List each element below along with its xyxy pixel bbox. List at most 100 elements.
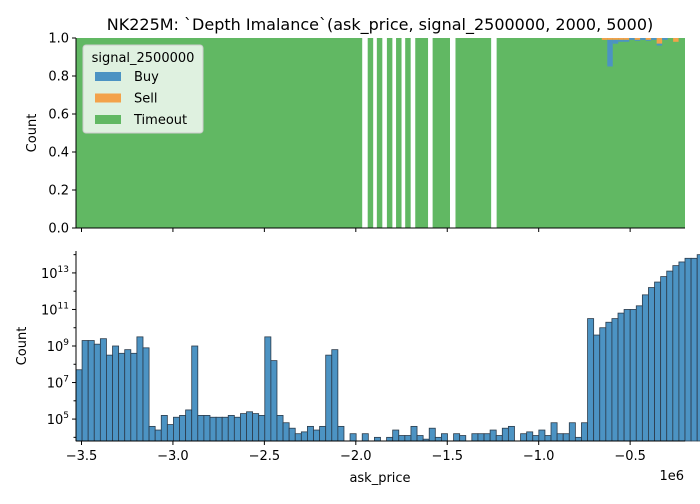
histogram-bar bbox=[246, 411, 254, 442]
y-tick-label: 0.4 bbox=[48, 146, 69, 161]
histogram-bar bbox=[307, 425, 314, 442]
x-tick-label: −1.0 bbox=[523, 449, 555, 464]
histogram-bar bbox=[112, 345, 120, 442]
sell-bar bbox=[607, 38, 613, 40]
histogram-bar bbox=[386, 436, 394, 442]
histogram-bar bbox=[648, 287, 655, 442]
timeout-bar bbox=[376, 38, 383, 228]
histogram-bar bbox=[629, 309, 637, 442]
histogram-bar bbox=[641, 294, 649, 442]
histogram-bar bbox=[75, 369, 83, 442]
histogram-bar bbox=[623, 309, 631, 442]
histogram-bar bbox=[477, 433, 485, 442]
legend-entry: Buy bbox=[134, 70, 159, 85]
y-tick-label: 1.0 bbox=[48, 32, 69, 47]
histogram-bar bbox=[136, 336, 144, 442]
histogram-bar bbox=[185, 409, 193, 442]
histogram-bar bbox=[191, 345, 199, 442]
buy-bar bbox=[607, 39, 613, 67]
histogram-bar bbox=[404, 435, 412, 442]
histogram-bar bbox=[471, 433, 479, 442]
histogram-bar bbox=[148, 425, 156, 442]
x-offset-label: 1e6 bbox=[659, 469, 684, 484]
legend-box bbox=[82, 44, 204, 134]
timeout-bar bbox=[396, 38, 402, 228]
legend-swatch bbox=[95, 72, 121, 81]
buy-bar bbox=[618, 39, 624, 42]
top-proportion-panel bbox=[76, 38, 685, 228]
histogram-bar bbox=[617, 312, 625, 442]
histogram-bar bbox=[166, 424, 174, 442]
histogram-bar bbox=[252, 413, 260, 442]
histogram-bar bbox=[453, 433, 461, 442]
y-axis-label: Count bbox=[15, 327, 30, 366]
x-tick-label: −1.5 bbox=[431, 449, 463, 464]
histogram-bar bbox=[599, 327, 607, 442]
histogram-bar bbox=[215, 416, 223, 442]
x-tick-label: −3.0 bbox=[157, 449, 189, 464]
histogram-bar bbox=[392, 429, 400, 442]
y-tick-label: 1013 bbox=[41, 265, 69, 282]
histogram-bar bbox=[233, 416, 241, 442]
legend-swatch bbox=[95, 115, 121, 124]
histogram-bar bbox=[240, 413, 247, 442]
top-axes: 0.0 0.2 0.4 0.6 0.8 1.0 Count bbox=[25, 32, 685, 237]
buy-bar bbox=[662, 38, 668, 40]
histogram-bar bbox=[672, 265, 680, 442]
timeout-bar bbox=[405, 38, 411, 228]
legend-entry: Timeout bbox=[133, 113, 187, 128]
histogram-bar bbox=[270, 360, 278, 442]
sell-bar bbox=[601, 38, 608, 40]
histogram-bar bbox=[337, 425, 345, 442]
histogram-bar bbox=[258, 415, 266, 442]
histogram-bar bbox=[319, 425, 327, 442]
timeout-bar bbox=[367, 38, 374, 228]
histogram-bar bbox=[489, 429, 497, 442]
chart-title: NK225M: `Depth Imalance`(ask_price, sign… bbox=[107, 15, 654, 35]
histogram-bar bbox=[203, 415, 211, 442]
sell-bar bbox=[612, 38, 619, 40]
histogram-bar bbox=[106, 354, 113, 442]
histogram-bar bbox=[605, 321, 613, 442]
y-tick-label: 0.2 bbox=[48, 184, 69, 199]
histogram-bar bbox=[173, 416, 180, 442]
histogram-bar bbox=[81, 340, 89, 442]
histogram-bar bbox=[501, 427, 509, 442]
y-axis-label: Count bbox=[25, 114, 40, 153]
histogram-bar bbox=[361, 433, 369, 442]
sell-bar bbox=[623, 38, 630, 40]
histogram-bar bbox=[93, 343, 101, 442]
histogram-bar bbox=[654, 281, 662, 442]
histogram-bar bbox=[374, 436, 381, 442]
histogram-bar bbox=[154, 429, 162, 442]
histogram-bar bbox=[440, 433, 448, 442]
histogram-bar bbox=[690, 257, 698, 442]
histogram-bar bbox=[142, 347, 150, 442]
legend: signal_2500000 Buy Sell Timeout bbox=[82, 44, 204, 134]
histogram-bar bbox=[532, 435, 540, 442]
y-tick-label: 1011 bbox=[41, 301, 69, 318]
histogram-bar bbox=[678, 261, 686, 442]
histogram-bar bbox=[538, 429, 546, 442]
timeout-bar bbox=[496, 38, 685, 228]
histogram-bar bbox=[520, 433, 528, 442]
y-tick-label: 109 bbox=[47, 338, 70, 355]
histogram-bar bbox=[666, 270, 674, 442]
histogram-bar bbox=[416, 435, 424, 442]
histogram-bar bbox=[550, 422, 558, 442]
histogram-bar bbox=[331, 349, 339, 442]
histogram-bar bbox=[197, 415, 205, 442]
histogram-bar bbox=[495, 435, 503, 442]
legend-title: signal_2500000 bbox=[92, 51, 195, 66]
histogram-bar bbox=[264, 336, 272, 442]
buy-bar bbox=[623, 39, 630, 42]
bottom-axes: 105 107 109 1011 1013 −3.5 −3.0 −2.5 −2.0 −1.5 −1.… bbox=[15, 251, 685, 464]
x-tick-label: −2.0 bbox=[340, 449, 372, 464]
y-tick-label: 107 bbox=[47, 375, 69, 392]
y-tick-label: 0.6 bbox=[48, 108, 69, 123]
histogram-bar bbox=[428, 427, 436, 442]
histogram-bar bbox=[118, 352, 126, 442]
x-axis-label: ask_price bbox=[349, 471, 410, 486]
sell-bar bbox=[618, 38, 624, 40]
